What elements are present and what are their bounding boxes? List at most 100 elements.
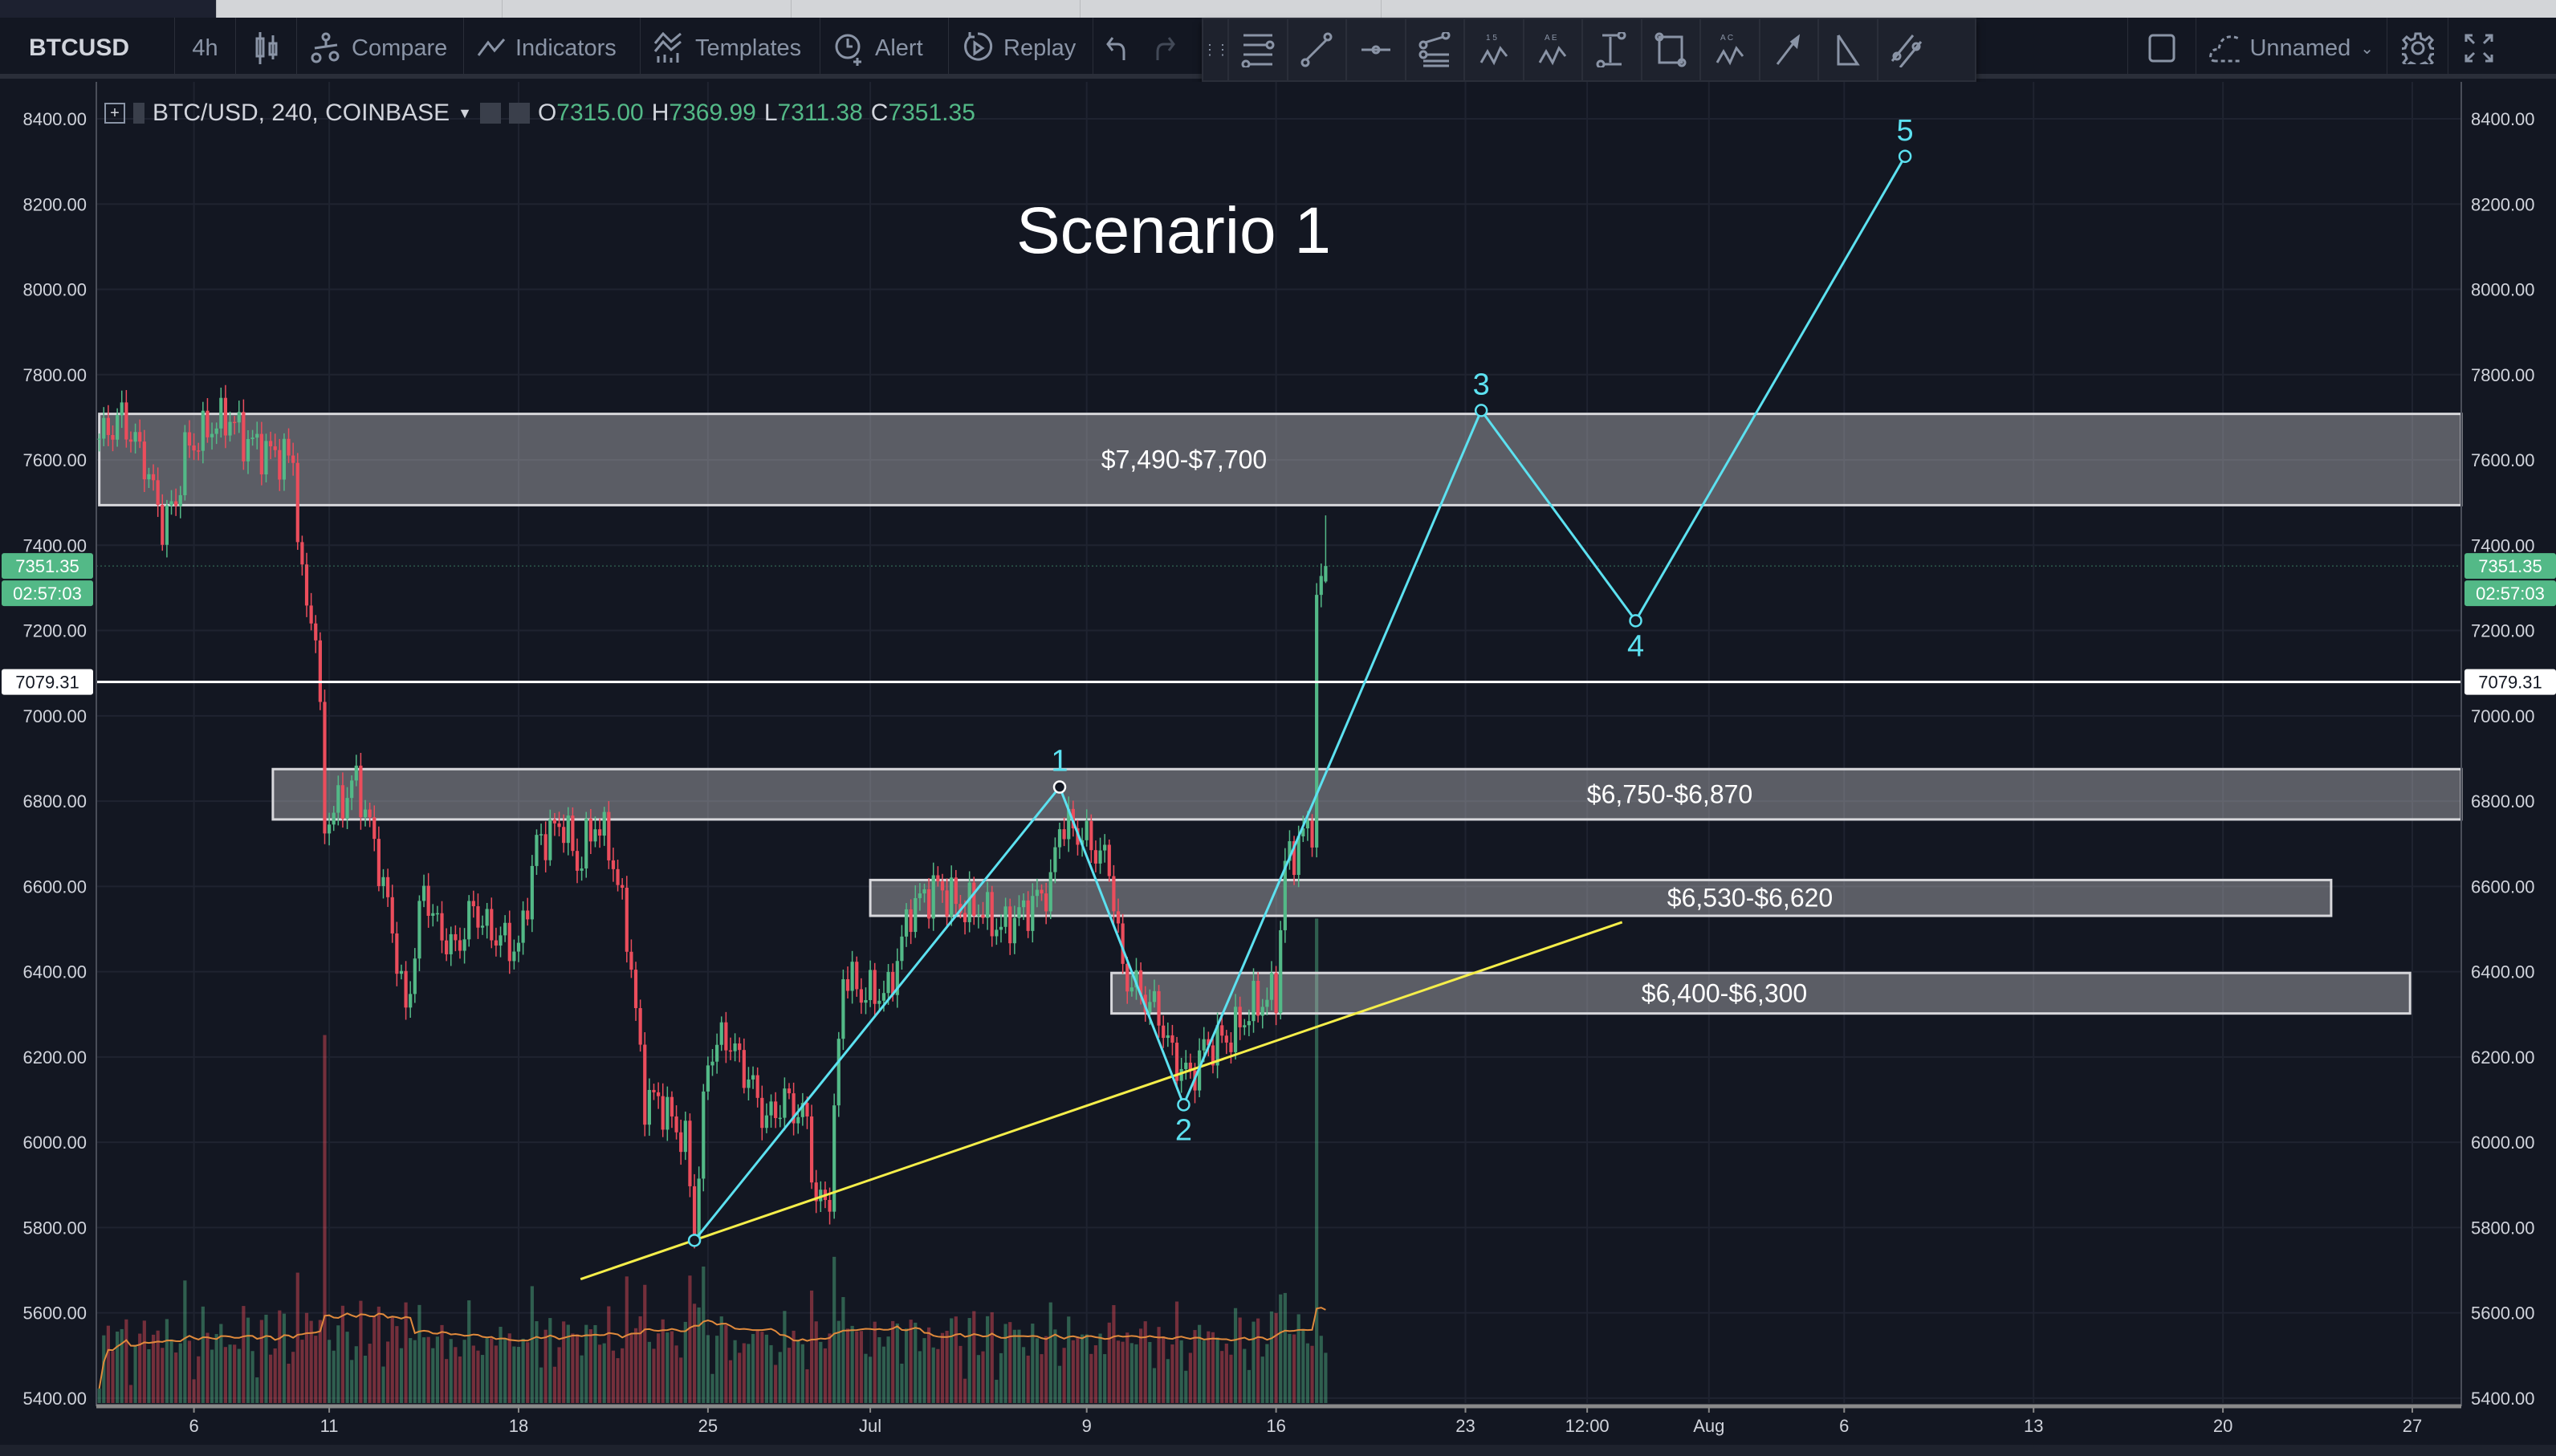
symbol-search-button[interactable]: BTCUSD bbox=[16, 18, 175, 79]
tool-horizontal-lines[interactable] bbox=[1227, 19, 1287, 80]
volume-bar bbox=[1026, 1355, 1030, 1403]
volume-bar bbox=[409, 1338, 413, 1403]
candle-body bbox=[471, 901, 475, 907]
volume-bar bbox=[557, 1347, 561, 1403]
tool-measure[interactable] bbox=[1581, 19, 1641, 80]
browser-tab[interactable] bbox=[792, 0, 1081, 18]
volume-bar bbox=[1301, 1328, 1305, 1403]
volume-bar bbox=[719, 1316, 723, 1403]
candle-body bbox=[1179, 1068, 1183, 1081]
candle-body bbox=[566, 815, 570, 844]
volume-bar bbox=[1121, 1341, 1125, 1403]
browser-tab[interactable] bbox=[1081, 0, 1382, 18]
candle-body bbox=[552, 819, 557, 824]
volume-bar bbox=[336, 1325, 340, 1403]
settings-button[interactable] bbox=[2387, 18, 2448, 79]
low-label: L bbox=[763, 100, 778, 126]
candle-body bbox=[1265, 999, 1269, 1007]
volume-bar bbox=[665, 1332, 670, 1403]
browser-tab[interactable] bbox=[0, 0, 217, 18]
candle-body bbox=[454, 933, 458, 941]
candle-body bbox=[1301, 828, 1305, 837]
volume-bar bbox=[399, 1348, 404, 1403]
zone-label: $6,530-$6,620 bbox=[1667, 884, 1833, 913]
volume-bar bbox=[345, 1332, 349, 1403]
rectangle-icon bbox=[1654, 32, 1687, 67]
tool-parallel-channel[interactable] bbox=[1876, 19, 1936, 80]
tool-pitchfork[interactable] bbox=[1404, 19, 1464, 80]
horizontal-line-price-tag: 7079.31 bbox=[2478, 673, 2542, 693]
tool-arrow[interactable] bbox=[1758, 19, 1818, 80]
chart-annotation-title[interactable]: Scenario 1 bbox=[1016, 194, 1331, 267]
candle-body bbox=[1148, 1002, 1152, 1013]
tool-horizontal-ray[interactable] bbox=[1345, 19, 1405, 80]
volume-bar bbox=[733, 1340, 737, 1403]
tool-triangle[interactable] bbox=[1817, 19, 1877, 80]
candle-body bbox=[242, 412, 246, 462]
volume-bar bbox=[1067, 1316, 1071, 1403]
volume-bar bbox=[102, 1335, 106, 1403]
volume-bar bbox=[976, 1355, 980, 1403]
watchlist-toggle-button[interactable] bbox=[2127, 18, 2196, 79]
candle-body bbox=[575, 851, 580, 871]
volume-bar bbox=[832, 1256, 836, 1403]
series-title[interactable]: BTC/USD, 240, COINBASE bbox=[153, 100, 450, 126]
layout-name-button[interactable]: Unnamed ⌄ bbox=[2196, 18, 2387, 79]
interval-button[interactable]: 4h bbox=[175, 18, 236, 79]
redo-button[interactable] bbox=[1142, 18, 1190, 79]
volume-bar bbox=[783, 1311, 787, 1403]
volume-bar bbox=[499, 1327, 503, 1403]
volume-bar bbox=[363, 1356, 368, 1403]
volume-bar bbox=[223, 1347, 228, 1403]
volume-bar bbox=[233, 1344, 237, 1403]
tool-trend-line[interactable] bbox=[1286, 19, 1346, 80]
tool-elliott-wave-15[interactable]: 1 5 bbox=[1463, 19, 1523, 80]
browser-tab[interactable] bbox=[217, 0, 503, 18]
alert-button[interactable]: Alert bbox=[820, 18, 949, 79]
candle-body bbox=[1040, 889, 1044, 894]
eye-icon[interactable] bbox=[479, 103, 501, 124]
volume-bar bbox=[1288, 1333, 1292, 1403]
candle-body bbox=[97, 438, 101, 440]
volume-bar bbox=[909, 1320, 913, 1403]
drag-handle-icon[interactable]: ⋮⋮ bbox=[1203, 41, 1230, 58]
x-tick-label: Jul bbox=[859, 1416, 881, 1436]
last-price-tag: 7351.35 bbox=[15, 556, 79, 576]
volume-bar bbox=[995, 1380, 999, 1403]
last-price-tag-bg bbox=[2464, 553, 2556, 580]
tool-elliott-wave-ae[interactable]: A E bbox=[1522, 19, 1582, 80]
tool-rectangle[interactable] bbox=[1640, 19, 1700, 80]
volume-bar bbox=[738, 1352, 742, 1403]
replay-button[interactable]: Replay bbox=[949, 18, 1093, 79]
candle-body bbox=[1107, 844, 1111, 876]
volume-bar bbox=[332, 1350, 336, 1403]
candle-body bbox=[990, 892, 994, 937]
chart-type-button[interactable] bbox=[236, 18, 297, 79]
compare-button[interactable]: Compare bbox=[297, 18, 464, 79]
candle-body bbox=[643, 1044, 647, 1125]
collapse-icon[interactable]: + bbox=[104, 103, 125, 124]
candle-body bbox=[161, 504, 165, 545]
volume-bar bbox=[805, 1369, 809, 1403]
browser-tab[interactable] bbox=[503, 0, 792, 18]
volume-bar bbox=[128, 1385, 133, 1403]
volume-bar bbox=[264, 1314, 268, 1403]
fullscreen-button[interactable] bbox=[2448, 18, 2509, 79]
symbol-label: BTCUSD bbox=[29, 35, 129, 61]
bottom-panel bbox=[0, 1445, 2556, 1456]
gear-icon[interactable] bbox=[508, 103, 530, 124]
candle-body bbox=[1305, 820, 1310, 829]
tool-abc-pattern[interactable]: A C bbox=[1699, 19, 1759, 80]
templates-button[interactable]: Templates bbox=[641, 18, 820, 79]
caret-down-icon[interactable]: ▼ bbox=[458, 104, 472, 121]
indicators-button[interactable]: Indicators bbox=[464, 18, 641, 79]
candle-body bbox=[1098, 850, 1102, 864]
y-tick-label-right: 7800.00 bbox=[2471, 365, 2535, 385]
volume-bar bbox=[214, 1334, 218, 1403]
pitchfork-icon bbox=[1418, 32, 1451, 67]
undo-button[interactable] bbox=[1093, 18, 1142, 79]
alert-label: Alert bbox=[875, 35, 923, 61]
volume-bar bbox=[404, 1302, 408, 1403]
y-tick-label-left: 6600.00 bbox=[22, 876, 87, 897]
